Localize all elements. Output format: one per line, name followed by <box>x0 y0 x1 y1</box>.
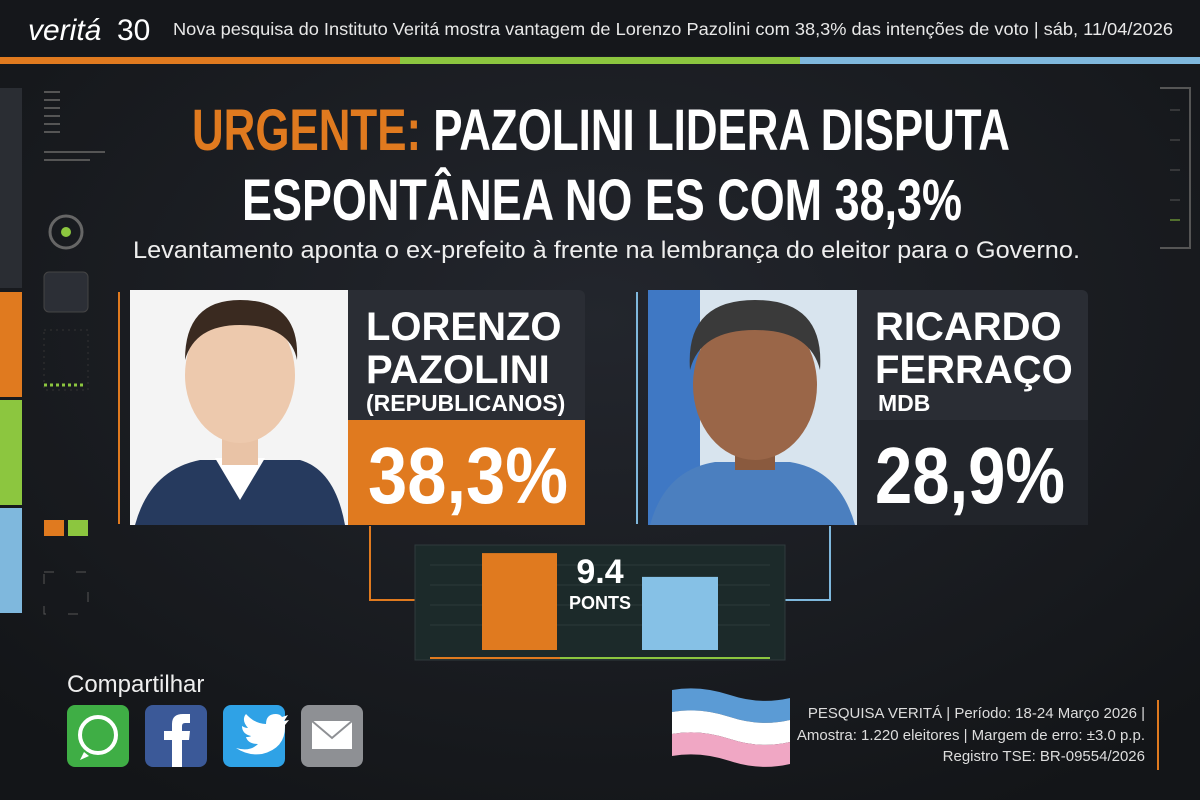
bar <box>642 576 718 650</box>
sidebar <box>0 88 105 615</box>
strip-green <box>400 57 800 64</box>
share-label: Compartilhar <box>67 671 204 698</box>
ticker: Nova pesquisa do Instituto Veritá mostra… <box>173 19 1173 39</box>
strip-blue <box>800 57 1200 64</box>
candidate-name: FERRAÇO <box>875 348 1073 392</box>
facebook-button[interactable] <box>145 705 207 767</box>
kicker: URGENTE: <box>192 98 421 163</box>
candidate-party: MDB <box>878 390 930 416</box>
strip-orange <box>0 57 400 64</box>
candidate-card: RICARDO FERRAÇO MDB 28,9% <box>636 290 1088 525</box>
candidate-percent: 38,3% <box>368 431 568 520</box>
logo: veritá <box>28 14 101 47</box>
headline-line2: ESPONTÂNEA NO ES COM 38,3% <box>242 168 962 233</box>
subtitle: Levantamento aponta o ex-prefeito à fren… <box>133 237 1080 264</box>
comparison: 9.4 PONTS <box>369 526 831 661</box>
headline-text: PAZOLINI LIDERA DISPUTA <box>433 98 1010 163</box>
difference-unit: PONTS <box>569 593 631 613</box>
candidate-party: (REPUBLICANOS) <box>366 390 565 416</box>
candidate-card: LORENZO PAZOLINI (REPUBLICANOS) 38,3% <box>118 290 585 525</box>
twitter-button[interactable] <box>223 705 289 767</box>
candidate-percent: 28,9% <box>875 431 1065 520</box>
whatsapp-button[interactable] <box>67 705 129 767</box>
candidate-name: LORENZO <box>366 305 562 349</box>
candidate-name: PAZOLINI <box>366 348 550 392</box>
right-decor <box>1157 87 1191 770</box>
headline-line1: URGENTE: PAZOLINI LIDERA DISPUTA <box>192 98 1010 163</box>
flag <box>672 688 790 767</box>
bar <box>482 553 557 650</box>
email-button[interactable] <box>301 705 363 767</box>
footer-line: Amostra: 1.220 eleitores | Margem de err… <box>797 727 1145 744</box>
footer-line: Registro TSE: BR-09554/2026 <box>943 748 1145 765</box>
candidate-name: RICARDO <box>875 305 1062 349</box>
logo-number: 30 <box>117 14 150 47</box>
header-bar <box>0 0 1200 56</box>
footer-line: PESQUISA VERITÁ | Período: 18-24 Março 2… <box>808 705 1145 722</box>
difference-value: 9.4 <box>576 553 623 591</box>
